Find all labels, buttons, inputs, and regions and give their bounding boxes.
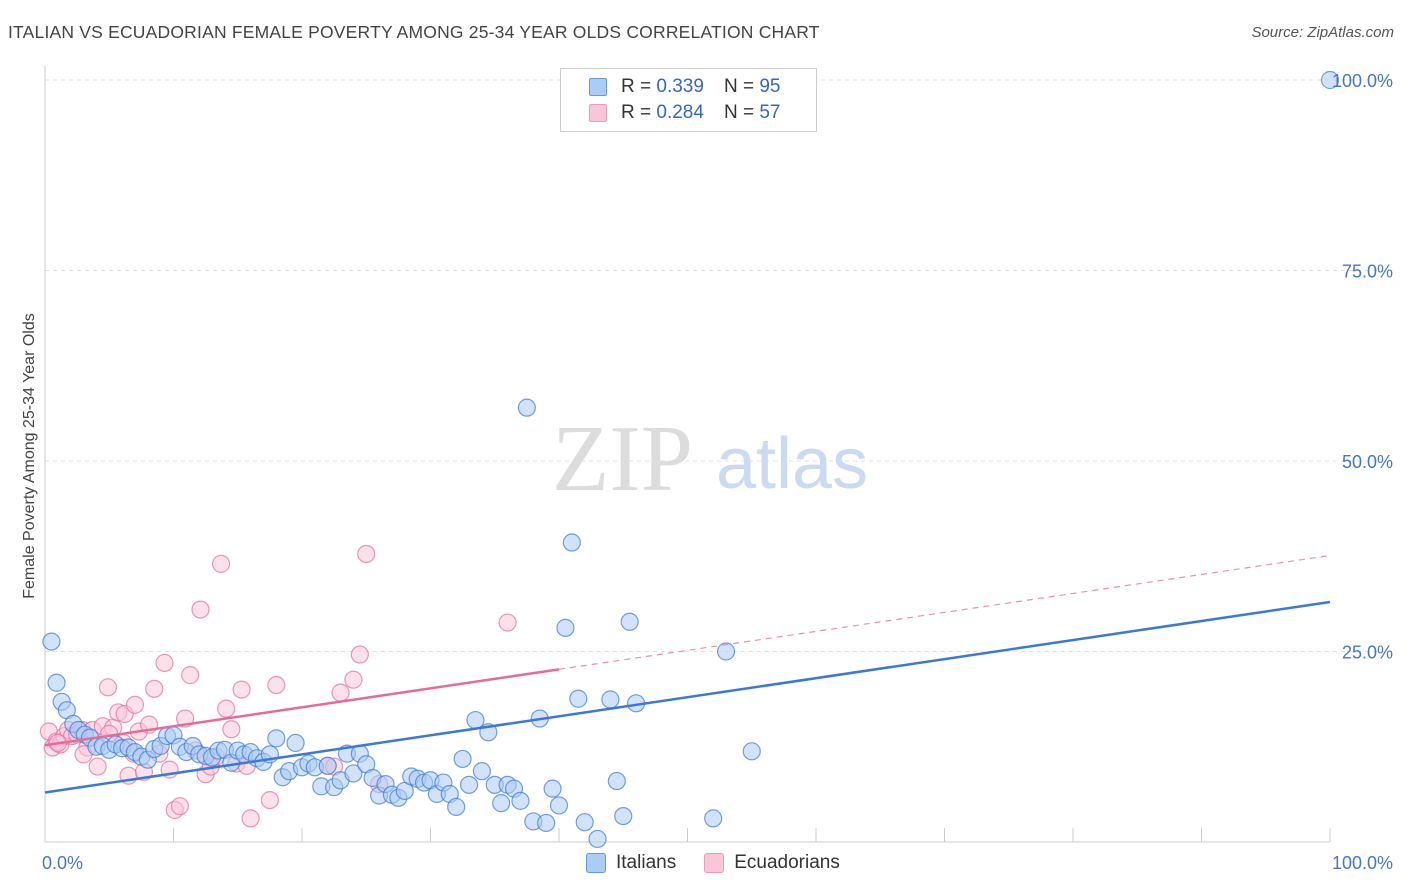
italians-point xyxy=(556,618,575,637)
italians-points xyxy=(42,70,1340,849)
ecuadorians-point xyxy=(260,790,279,810)
italians-point xyxy=(517,398,536,417)
italians-trend-line xyxy=(44,600,1331,794)
italians-point xyxy=(47,673,66,692)
legend-r-value: 0.339 xyxy=(656,76,704,97)
italians-point xyxy=(704,809,723,828)
y-tick-label: 100.0% xyxy=(1332,71,1393,91)
ecuadorians-point xyxy=(232,680,251,699)
x-tick-label: 0.0% xyxy=(42,853,83,873)
italians-point xyxy=(318,756,337,775)
watermark-atlas: atlas xyxy=(716,424,868,504)
legend-swatch-italians xyxy=(589,78,607,96)
ecuadorians-point xyxy=(125,695,145,714)
chart-title: ITALIAN VS ECUADORIAN FEMALE POVERTY AMO… xyxy=(8,22,820,42)
ecuadorians-point xyxy=(331,683,350,702)
italians-point xyxy=(588,829,607,849)
ecuadorians-trend-extension xyxy=(558,554,1331,670)
ecuadorians-point xyxy=(344,670,363,689)
ecuadorians-point xyxy=(350,645,369,664)
x-tick-label: 100.0% xyxy=(1332,853,1393,873)
italians-point xyxy=(742,742,761,761)
italians-point xyxy=(466,710,485,730)
italians-point xyxy=(286,733,305,753)
bottom-legend-italians: Italians xyxy=(586,852,676,874)
bottom-legend-label: Italians xyxy=(616,852,677,873)
legend-n-label: N = xyxy=(723,102,755,123)
legend-row-ecuadorians: R = 0.284 N = 57 xyxy=(589,101,780,125)
italians-point xyxy=(607,771,626,791)
italians-point xyxy=(267,729,286,748)
italians-point xyxy=(42,632,61,651)
italians-point xyxy=(492,794,511,813)
legend-swatch-ecuadorians xyxy=(589,104,607,122)
italians-point xyxy=(601,690,620,709)
italians-point xyxy=(472,762,491,781)
source-label: Source: ZipAtlas.com xyxy=(1251,24,1394,41)
legend-r-label: R = xyxy=(621,102,652,123)
bottom-legend-swatch-ecuadorians xyxy=(704,853,725,873)
italians-point xyxy=(543,779,562,798)
italians-point xyxy=(453,749,472,769)
ecuadorians-point xyxy=(217,699,236,718)
y-tick-label: 25.0% xyxy=(1342,643,1393,663)
bottom-legend-swatch-italians xyxy=(586,853,606,873)
italians-point xyxy=(620,612,639,631)
italians-point xyxy=(569,689,588,708)
italians-point xyxy=(344,764,363,783)
italians-point xyxy=(716,642,736,661)
ecuadorians-point xyxy=(98,678,118,697)
ecuadorians-trend-line xyxy=(44,668,560,747)
legend: R = 0.339 N = 95 R = 0.284 N = 57 xyxy=(560,68,817,132)
italians-point xyxy=(614,806,633,826)
legend-n-value: 95 xyxy=(759,76,781,97)
ecuadorians-point xyxy=(357,544,376,564)
italians-point xyxy=(575,813,594,832)
legend-r-value: 0.284 xyxy=(656,102,704,123)
ecuadorians-point xyxy=(241,809,260,828)
grid-lines xyxy=(45,79,1392,652)
bottom-legend-ecuadorians: Ecuadorians xyxy=(704,852,840,874)
watermark-zip: ZIP xyxy=(552,407,693,511)
italians-point xyxy=(511,791,530,810)
axes xyxy=(44,66,1331,843)
trend-lines xyxy=(44,554,1331,794)
y-tick-label: 75.0% xyxy=(1342,262,1393,282)
ecuadorians-point xyxy=(181,666,200,685)
italians-point xyxy=(459,775,479,794)
italians-point xyxy=(562,533,581,552)
legend-n-label: N = xyxy=(723,76,755,97)
ecuadorians-point xyxy=(155,653,174,673)
ecuadorians-point xyxy=(267,675,286,695)
legend-row-italians: R = 0.339 N = 95 xyxy=(589,75,780,99)
ecuadorians-point xyxy=(170,797,190,816)
italians-point xyxy=(537,813,556,833)
legend-n-value: 57 xyxy=(759,102,781,123)
y-tick-label: 50.0% xyxy=(1342,452,1393,472)
ecuadorians-point xyxy=(145,679,164,698)
ecuadorians-point xyxy=(88,757,107,776)
y-axis-label: Female Poverty Among 25-34 Year Olds xyxy=(21,313,38,599)
ecuadorians-point xyxy=(211,554,231,573)
italians-point xyxy=(549,796,569,815)
italians-point xyxy=(1320,70,1340,90)
ecuadorians-point xyxy=(191,600,210,619)
italians-point xyxy=(447,797,466,817)
bottom-legend-label: Ecuadorians xyxy=(734,852,840,873)
ecuadorians-point xyxy=(222,720,241,739)
legend-r-label: R = xyxy=(621,76,652,97)
watermark: ZIP atlas xyxy=(552,407,868,511)
bottom-legend: Italians Ecuadorians xyxy=(586,852,868,874)
ecuadorians-point xyxy=(498,613,517,632)
tick-labels: 25.0% 50.0% 75.0% 100.0% 0.0% 100.0% xyxy=(42,71,1393,873)
